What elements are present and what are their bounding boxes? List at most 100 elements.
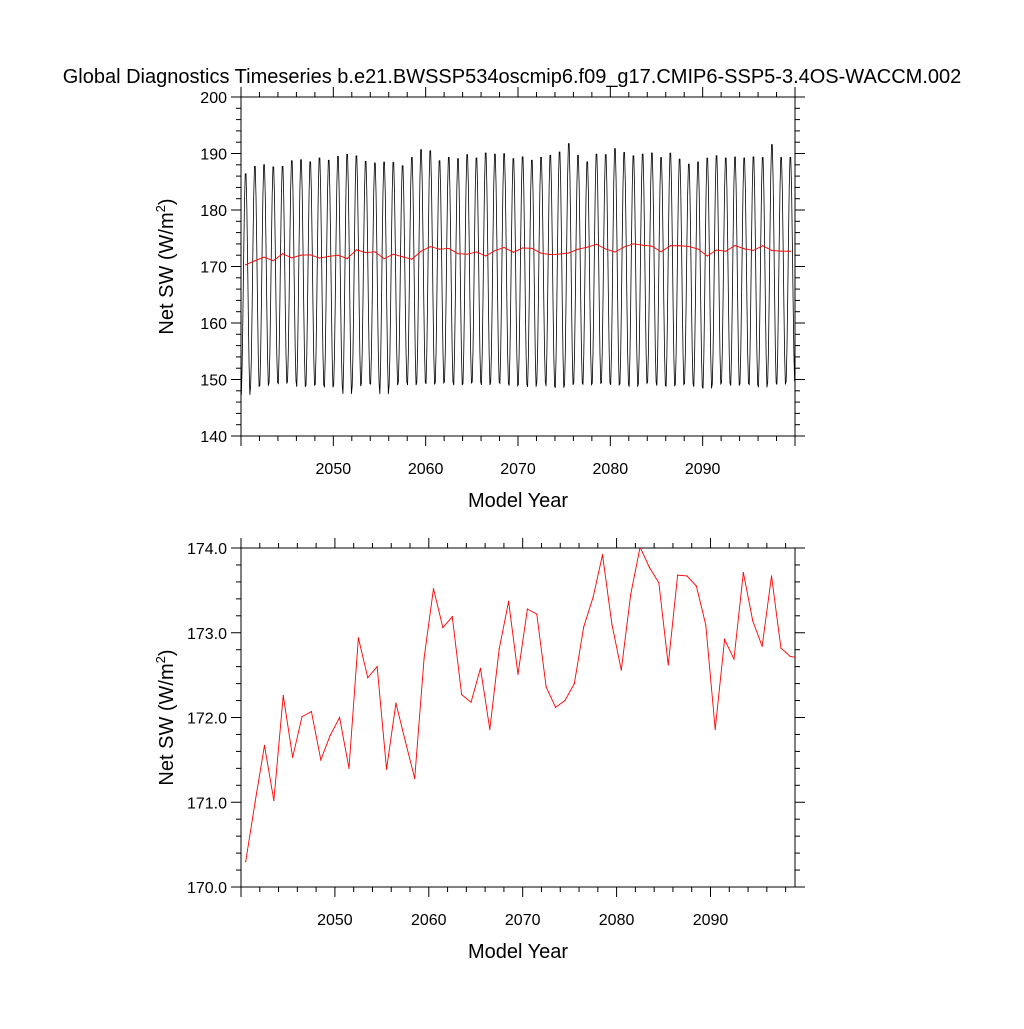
- annual-point: [291, 257, 293, 259]
- annual-point: [743, 248, 745, 250]
- annual-point: [789, 250, 791, 252]
- annual-point: [457, 253, 459, 255]
- annual-point: [611, 623, 613, 625]
- annual-point: [318, 257, 321, 259]
- annual-point: [346, 257, 348, 260]
- annual-point: [263, 256, 265, 258]
- annual-point: [677, 574, 679, 576]
- annual-point: [545, 686, 547, 688]
- annual-point: [489, 728, 491, 730]
- y-axis-label: Net SW (W/m2): [153, 198, 178, 334]
- annual-series-line: [245, 243, 791, 266]
- annual-point: [337, 254, 339, 256]
- annual-point: [573, 683, 575, 685]
- annual-point: [245, 264, 247, 266]
- y-tick-label: 190: [200, 147, 227, 164]
- annual-series-line: [245, 548, 795, 862]
- annual-point: [642, 244, 644, 246]
- annual-point: [789, 655, 791, 658]
- annual-point: [706, 255, 708, 257]
- annual-point: [549, 253, 551, 256]
- annual-point: [498, 648, 500, 650]
- annual-point: [357, 637, 359, 639]
- annual-point: [669, 245, 671, 247]
- annual-point: [752, 620, 754, 622]
- annual-point: [771, 249, 773, 252]
- annual-point: [554, 706, 557, 708]
- plot-frame: [240, 547, 796, 888]
- annual-point: [531, 247, 533, 249]
- annual-point: [723, 638, 726, 641]
- annual-point: [536, 613, 538, 615]
- annual-point: [355, 249, 358, 251]
- annual-point: [780, 647, 782, 649]
- y-tick-label: 171.0: [187, 795, 227, 812]
- annual-point: [725, 250, 727, 252]
- annual-point: [374, 251, 376, 253]
- annual-point: [715, 249, 718, 251]
- x-tick-label: 2080: [599, 912, 635, 929]
- annual-point: [420, 250, 422, 252]
- annual-point: [697, 248, 699, 250]
- annual-point: [568, 252, 570, 254]
- annual-point: [367, 677, 369, 679]
- annual-point: [595, 243, 598, 245]
- annual-point: [517, 673, 519, 675]
- y-axis-label: Net SW (W/m2): [153, 649, 178, 785]
- monthly-timeseries-panel: 140 150 160 170 180 190 200 2050 2060 2070 2080 209…: [153, 87, 805, 512]
- annual-point: [601, 554, 604, 556]
- annual-point: [432, 588, 435, 590]
- x-tick-label: 2090: [685, 461, 721, 478]
- annual-point: [658, 582, 660, 584]
- x-tick-label: 2050: [317, 912, 353, 929]
- annual-point: [620, 669, 622, 671]
- annual-point: [678, 245, 681, 247]
- annual-point: [592, 596, 594, 598]
- x-tick-label: 2080: [593, 461, 629, 478]
- annual-point: [245, 860, 247, 863]
- annual-point: [761, 645, 763, 647]
- annual-point: [254, 260, 256, 262]
- annual-point: [292, 756, 294, 758]
- y-tick-label: 173.0: [187, 626, 227, 643]
- annual-point: [605, 248, 607, 250]
- annual-point: [752, 249, 755, 252]
- annual-point: [780, 250, 782, 252]
- annual-timeseries-panel: 170.0 171.0 172.0 173.0 174.0 2050 2060 2070 208…: [153, 538, 805, 963]
- annual-point: [376, 666, 378, 668]
- annual-point: [799, 658, 800, 659]
- y-tick-label: 174.0: [187, 541, 227, 558]
- annual-point: [686, 575, 688, 577]
- annual-point: [404, 740, 406, 742]
- annual-point: [301, 716, 303, 718]
- annual-point: [586, 246, 588, 248]
- annual-point: [273, 799, 275, 802]
- annual-point: [512, 251, 514, 253]
- annual-point: [338, 716, 341, 719]
- annual-point: [254, 801, 256, 803]
- monthly-series-line: [241, 143, 795, 395]
- annual-point: [494, 250, 496, 252]
- chart-title: Global Diagnostics Timeseries b.e21.BWSS…: [63, 66, 962, 88]
- annual-point: [385, 768, 388, 770]
- annual-point: [508, 600, 510, 602]
- annual-point: [300, 254, 302, 256]
- annual-point: [475, 251, 478, 253]
- x-tick-label: 2070: [500, 461, 536, 478]
- annual-point: [583, 626, 585, 628]
- annual-point: [577, 248, 579, 250]
- annual-point: [522, 247, 524, 249]
- annual-point: [651, 245, 653, 247]
- annual-point: [540, 252, 542, 254]
- annual-point: [503, 246, 505, 249]
- annual-point: [695, 585, 698, 587]
- annual-point: [526, 608, 528, 610]
- annual-point: [442, 627, 444, 629]
- annual-point: [705, 624, 707, 626]
- annual-point: [632, 243, 635, 245]
- annual-point: [348, 767, 350, 769]
- annual-point: [320, 759, 322, 761]
- annual-point: [281, 253, 284, 255]
- annual-point: [734, 244, 736, 247]
